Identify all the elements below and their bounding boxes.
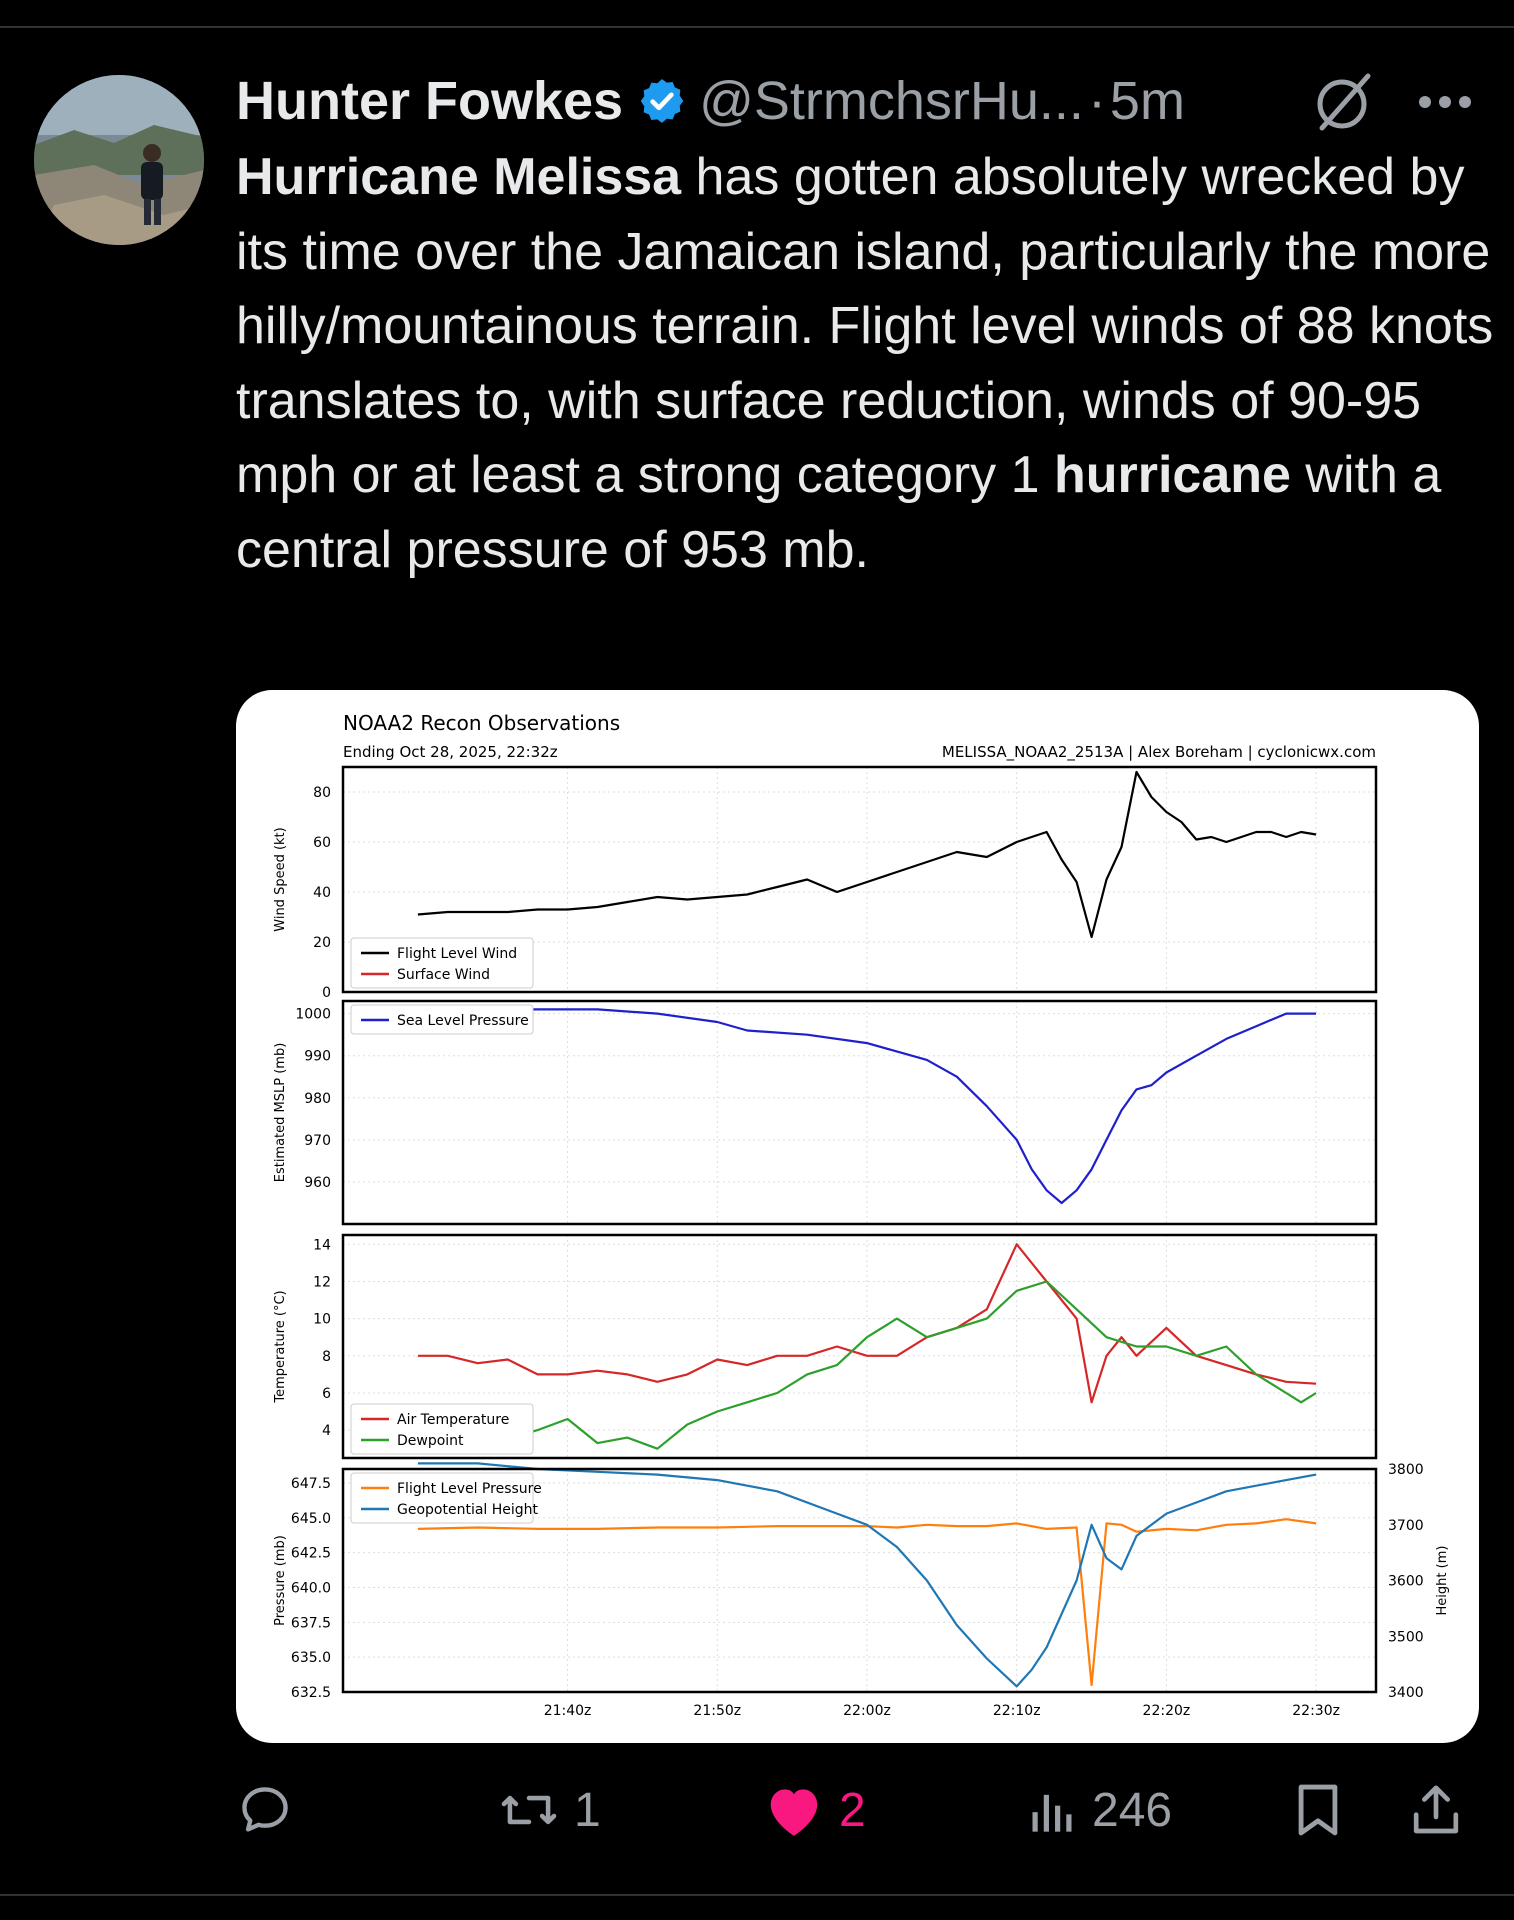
tweet-text-part: hurricane	[1053, 446, 1291, 504]
y-tick-label: 10	[313, 1312, 331, 1328]
series-line	[417, 1243, 1317, 1404]
views-icon	[1032, 1794, 1072, 1832]
repost-icon	[501, 1795, 557, 1825]
tweet-text-part: has gotten absolutely wrecked by its tim…	[236, 148, 1494, 504]
y-tick-label: 12	[313, 1274, 331, 1290]
y2-tick-label: 3600	[1388, 1574, 1424, 1590]
legend-label: Flight Level Wind	[397, 946, 517, 962]
y-tick-label: 960	[304, 1175, 331, 1191]
grok-icon[interactable]	[1312, 70, 1376, 134]
x-tick-label: 22:20z	[1143, 1703, 1191, 1719]
tweet-media-chart[interactable]: NOAA2 Recon Observations Ending Oct 28, …	[236, 690, 1479, 1743]
y2-tick-label: 3500	[1388, 1629, 1424, 1645]
heart-filled-icon	[770, 1789, 818, 1836]
bookmark-icon	[1298, 1784, 1338, 1836]
y-axis-label: Temperature (°C)	[273, 1290, 288, 1403]
y-tick-label: 6	[322, 1386, 331, 1402]
author-name[interactable]: Hunter Fowkes	[236, 71, 624, 131]
reply-icon	[242, 1787, 288, 1832]
legend-label: Geopotential Height	[397, 1502, 539, 1518]
bottom-divider	[0, 1894, 1514, 1896]
like-count: 2	[839, 1783, 866, 1837]
y2-tick-label: 3400	[1388, 1685, 1424, 1701]
x-tick-label: 22:30z	[1292, 1703, 1340, 1719]
panel-frame	[341, 999, 1378, 1226]
legend-label: Dewpoint	[397, 1433, 464, 1449]
y-axis-label: Pressure (mb)	[273, 1535, 288, 1626]
tweet-text-part: with a central pressure of 953 mb.	[236, 446, 1442, 579]
y-tick-label: 632.5	[291, 1685, 331, 1701]
y-tick-label: 970	[304, 1133, 331, 1149]
author-avatar[interactable]	[34, 75, 204, 245]
y-tick-label: 635.0	[291, 1650, 331, 1666]
series-line	[417, 1518, 1317, 1687]
series-line	[417, 770, 1317, 939]
x-tick-label: 21:40z	[544, 1703, 592, 1719]
x-tick-label: 21:50z	[693, 1703, 741, 1719]
series-line	[417, 1280, 1317, 1450]
x-tick-label: 22:10z	[993, 1703, 1041, 1719]
y-tick-label: 80	[313, 785, 331, 801]
recon-chart: NOAA2 Recon Observations Ending Oct 28, …	[273, 711, 1450, 1719]
share-button[interactable]	[1408, 1770, 1464, 1850]
top-divider	[0, 26, 1514, 28]
verified-badge-icon	[637, 76, 687, 126]
more-options-icon[interactable]	[1415, 92, 1475, 112]
y-tick-label: 640.0	[291, 1580, 331, 1596]
y-tick-label: 645.0	[291, 1511, 331, 1527]
like-button[interactable]: 2	[763, 1770, 866, 1850]
chart-source: MELISSA_NOAA2_2513A | Alex Boreham | cyc…	[942, 743, 1376, 762]
share-icon	[1413, 1785, 1459, 1834]
y-tick-label: 637.5	[291, 1615, 331, 1631]
tweet-time[interactable]: 5m	[1109, 71, 1185, 131]
y-axis-label: Wind Speed (kt)	[273, 827, 288, 931]
panel-frame	[341, 1467, 1378, 1694]
legend-box	[350, 1004, 534, 1035]
y-tick-label: 990	[304, 1049, 331, 1065]
y-tick-label: 1000	[295, 1007, 331, 1023]
panel-frame	[341, 765, 1378, 994]
legend-label: Surface Wind	[397, 967, 490, 983]
y-tick-label: 40	[313, 885, 331, 901]
y-tick-label: 4	[322, 1423, 331, 1439]
y-tick-label: 642.5	[291, 1546, 331, 1562]
y-tick-label: 20	[313, 935, 331, 951]
legend-label: Air Temperature	[397, 1412, 509, 1428]
y2-tick-label: 3800	[1388, 1462, 1424, 1478]
views-count: 246	[1092, 1783, 1173, 1837]
y-tick-label: 647.5	[291, 1476, 331, 1492]
avatar-image	[34, 75, 204, 245]
chart-subtitle: Ending Oct 28, 2025, 22:32z	[343, 743, 558, 761]
y-tick-label: 8	[322, 1349, 331, 1365]
y-axis-label: Estimated MSLP (mb)	[273, 1043, 288, 1183]
legend-label: Flight Level Pressure	[397, 1481, 542, 1497]
y-tick-label: 980	[304, 1091, 331, 1107]
y2-tick-label: 3700	[1388, 1518, 1424, 1534]
legend-box	[350, 937, 534, 989]
repost-button[interactable]: 1	[498, 1770, 601, 1850]
panel-frame	[341, 1233, 1378, 1460]
header-separator: ·	[1087, 71, 1106, 131]
repost-count: 1	[574, 1783, 601, 1837]
tweet-text-part: Hurricane Melissa	[236, 148, 682, 206]
x-tick-label: 22:00z	[843, 1703, 891, 1719]
legend-label: Sea Level Pressure	[397, 1013, 529, 1029]
series-line	[417, 1008, 1317, 1205]
y2-axis-label: Height (m)	[1435, 1546, 1450, 1616]
tweet-text: Hurricane Melissa has gotten absolutely …	[236, 140, 1506, 587]
y-tick-label: 0	[322, 985, 331, 1001]
views-button[interactable]: 246	[1026, 1770, 1172, 1850]
legend-box	[350, 1403, 534, 1455]
y-tick-label: 60	[313, 835, 331, 851]
legend-box	[350, 1472, 534, 1524]
chart-title: NOAA2 Recon Observations	[343, 711, 620, 735]
reply-button[interactable]	[236, 1770, 308, 1850]
tweet-header: Hunter Fowkes @StrmchsrHu... · 5m	[236, 66, 1496, 136]
series-line	[417, 1462, 1317, 1688]
y-tick-label: 14	[313, 1237, 331, 1253]
bookmark-button[interactable]	[1291, 1770, 1345, 1850]
tweet-actions: 1 2 246	[236, 1770, 1486, 1850]
author-handle[interactable]: @StrmchsrHu...	[699, 71, 1084, 131]
